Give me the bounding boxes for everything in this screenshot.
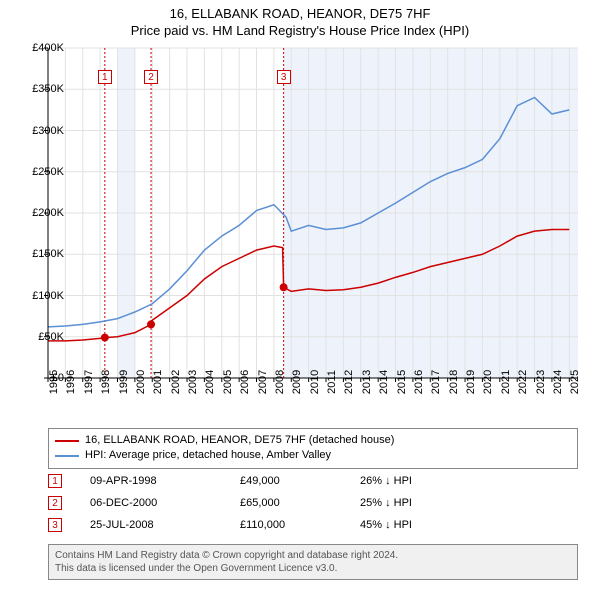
x-tick-label: 1997 xyxy=(83,370,95,394)
chart-plot-area xyxy=(48,48,578,378)
footer-attribution: Contains HM Land Registry data © Crown c… xyxy=(48,544,578,580)
x-tick-label: 2004 xyxy=(204,370,216,394)
x-tick-label: 1998 xyxy=(100,370,112,394)
y-tick-label: £150K xyxy=(24,248,64,260)
sale-price: £110,000 xyxy=(240,519,360,531)
chart-title: 16, ELLABANK ROAD, HEANOR, DE75 7HF Pric… xyxy=(0,0,600,40)
title-line-2: Price paid vs. HM Land Registry's House … xyxy=(0,23,600,40)
x-tick-label: 1995 xyxy=(48,370,60,394)
x-tick-label: 2012 xyxy=(343,370,355,394)
x-tick-label: 2023 xyxy=(535,370,547,394)
legend-label: 16, ELLABANK ROAD, HEANOR, DE75 7HF (det… xyxy=(85,433,394,448)
chart-marker-box: 2 xyxy=(144,70,158,84)
x-tick-label: 2015 xyxy=(396,370,408,394)
chart-container: 16, ELLABANK ROAD, HEANOR, DE75 7HF Pric… xyxy=(0,0,600,590)
x-tick-label: 2013 xyxy=(361,370,373,394)
x-tick-label: 2008 xyxy=(274,370,286,394)
x-tick-label: 2001 xyxy=(152,370,164,394)
x-tick-label: 2024 xyxy=(552,370,564,394)
y-tick-label: £100K xyxy=(24,290,64,302)
legend: 16, ELLABANK ROAD, HEANOR, DE75 7HF (det… xyxy=(48,428,578,469)
sale-marker: 1 xyxy=(48,474,62,488)
y-tick-label: £300K xyxy=(24,125,64,137)
sales-table: 1 09-APR-1998 £49,000 26% ↓ HPI 2 06-DEC… xyxy=(48,470,578,536)
x-tick-label: 2017 xyxy=(430,370,442,394)
y-tick-label: £400K xyxy=(24,42,64,54)
x-tick-label: 2007 xyxy=(257,370,269,394)
sale-price: £65,000 xyxy=(240,497,360,509)
sales-row: 3 25-JUL-2008 £110,000 45% ↓ HPI xyxy=(48,514,578,536)
x-tick-label: 2010 xyxy=(309,370,321,394)
x-tick-label: 2018 xyxy=(448,370,460,394)
x-tick-label: 2003 xyxy=(187,370,199,394)
sales-row: 1 09-APR-1998 £49,000 26% ↓ HPI xyxy=(48,470,578,492)
x-tick-label: 2000 xyxy=(135,370,147,394)
chart-marker-box: 1 xyxy=(98,70,112,84)
legend-label: HPI: Average price, detached house, Ambe… xyxy=(85,448,331,463)
legend-row: HPI: Average price, detached house, Ambe… xyxy=(55,448,571,463)
sale-pct: 45% ↓ HPI xyxy=(360,519,480,531)
legend-swatch xyxy=(55,440,79,442)
legend-swatch xyxy=(55,455,79,457)
sale-price: £49,000 xyxy=(240,475,360,487)
x-tick-label: 2025 xyxy=(569,370,581,394)
x-tick-label: 2016 xyxy=(413,370,425,394)
sale-date: 25-JUL-2008 xyxy=(90,519,240,531)
sale-marker: 2 xyxy=(48,496,62,510)
x-tick-label: 2020 xyxy=(482,370,494,394)
x-tick-label: 2014 xyxy=(378,370,390,394)
title-line-1: 16, ELLABANK ROAD, HEANOR, DE75 7HF xyxy=(0,6,600,23)
footer-line-2: This data is licensed under the Open Gov… xyxy=(55,562,571,575)
footer-line-1: Contains HM Land Registry data © Crown c… xyxy=(55,549,571,562)
sales-row: 2 06-DEC-2000 £65,000 25% ↓ HPI xyxy=(48,492,578,514)
sale-date: 09-APR-1998 xyxy=(90,475,240,487)
x-tick-label: 1999 xyxy=(118,370,130,394)
x-tick-label: 2011 xyxy=(326,370,338,394)
sale-date: 06-DEC-2000 xyxy=(90,497,240,509)
chart-marker-box: 3 xyxy=(277,70,291,84)
x-tick-label: 2019 xyxy=(465,370,477,394)
y-tick-label: £200K xyxy=(24,207,64,219)
x-tick-label: 2009 xyxy=(291,370,303,394)
legend-row: 16, ELLABANK ROAD, HEANOR, DE75 7HF (det… xyxy=(55,433,571,448)
y-tick-label: £50K xyxy=(24,331,64,343)
chart-svg xyxy=(48,48,578,378)
sale-marker: 3 xyxy=(48,518,62,532)
sale-pct: 25% ↓ HPI xyxy=(360,497,480,509)
y-tick-label: £250K xyxy=(24,166,64,178)
x-tick-label: 2022 xyxy=(517,370,529,394)
x-tick-label: 1996 xyxy=(65,370,77,394)
y-tick-label: £350K xyxy=(24,83,64,95)
x-tick-label: 2002 xyxy=(170,370,182,394)
x-tick-label: 2021 xyxy=(500,370,512,394)
sale-pct: 26% ↓ HPI xyxy=(360,475,480,487)
x-tick-label: 2006 xyxy=(239,370,251,394)
x-tick-label: 2005 xyxy=(222,370,234,394)
